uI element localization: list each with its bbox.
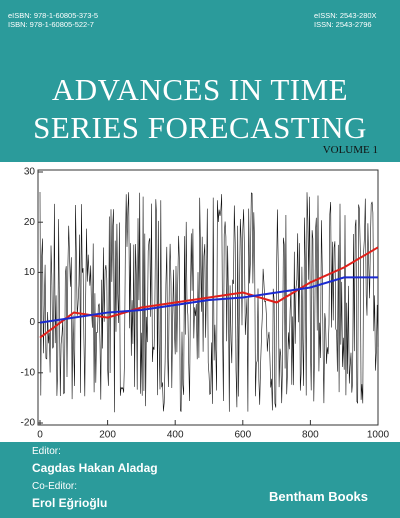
title: SERIES FORECASTING	[33, 110, 367, 145]
eissn: eISSN: 2543-280X	[314, 11, 377, 20]
y-tick-label: -20	[21, 418, 36, 429]
isbn: ISBN: 978-1-60805-522-7	[8, 20, 94, 29]
x-tick-label: 400	[167, 430, 184, 441]
x-tick-label: 0	[37, 430, 43, 441]
noise-line	[39, 191, 379, 413]
title: ADVANCES IN TIME	[51, 72, 349, 107]
noise-texture	[39, 191, 379, 413]
x-tick-label: 1000	[367, 430, 390, 441]
y-tick-label: 20	[24, 217, 36, 228]
editor-label: Editor:	[32, 446, 61, 457]
editor: Cagdas Hakan Aladag	[32, 461, 158, 475]
issn: ISSN: 2543-2796	[314, 20, 372, 29]
coeditor: Erol Eğrioğlu	[32, 496, 108, 510]
y-tick-label: 0	[29, 317, 35, 328]
eisbn: eISBN: 978-1-60805-373-5	[8, 11, 99, 20]
volume: VOLUME 1	[322, 144, 378, 156]
series-line	[39, 276, 378, 324]
x-tick-label: 800	[302, 430, 319, 441]
chart: -20 -10 0 10 20 30 0 200 400 600 800 1000	[0, 162, 400, 442]
y-tick-label: 30	[24, 167, 36, 178]
x-tick-label: 600	[234, 430, 251, 441]
y-tick-label: -10	[21, 367, 36, 378]
coeditor-label: Co-Editor:	[32, 481, 78, 492]
x-tick-label: 200	[99, 430, 116, 441]
publisher: Bentham Books	[269, 489, 368, 504]
plot-frame	[37, 169, 379, 426]
series-line	[39, 246, 379, 339]
y-tick-label: 10	[24, 267, 36, 278]
